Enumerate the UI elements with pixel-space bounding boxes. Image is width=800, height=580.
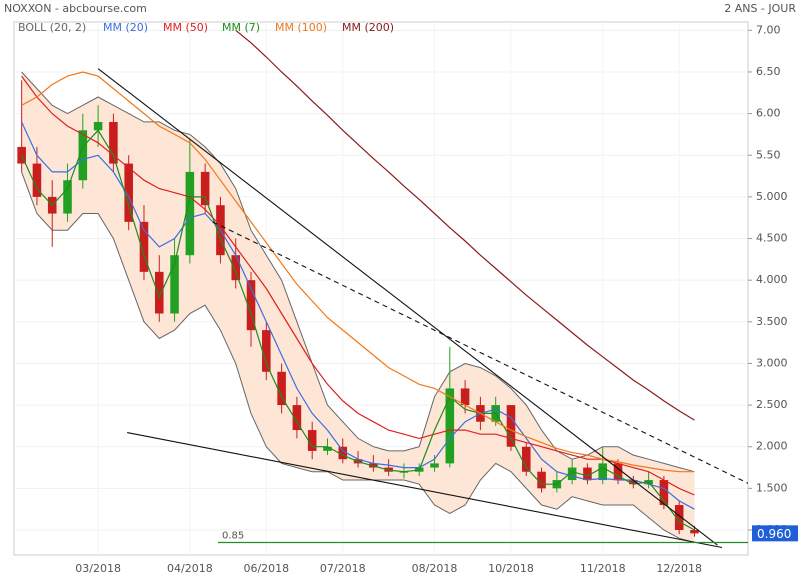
candle-body — [139, 221, 149, 272]
candle-body — [690, 530, 699, 534]
y-tick-label: 6.00 — [756, 107, 781, 120]
legend-entry: MM (50) — [163, 21, 208, 34]
y-tick-label: 2.500 — [756, 398, 788, 411]
candle-body — [17, 146, 26, 164]
moving-average — [21, 129, 695, 531]
candle-body — [231, 255, 241, 281]
candle-body — [109, 121, 118, 164]
candle-body — [200, 171, 210, 206]
x-tick-label: 12/2018 — [656, 562, 702, 575]
legend-entry: BOLL (20, 2) — [18, 21, 86, 34]
moving-average — [235, 29, 695, 421]
y-tick-label: 4.000 — [756, 273, 788, 286]
x-tick-label: 08/2018 — [412, 562, 458, 575]
candle-body — [63, 180, 72, 214]
moving-average — [21, 121, 695, 510]
candle-body — [430, 463, 439, 468]
candle-body — [277, 371, 286, 406]
y-tick-label: 4.500 — [756, 232, 788, 245]
y-tick-label: 5.50 — [756, 148, 781, 161]
candle-body — [170, 255, 179, 314]
y-tick-label: 5.000 — [756, 190, 788, 203]
candle-body — [246, 280, 256, 331]
candle-body — [506, 405, 516, 447]
candle-body — [307, 430, 317, 451]
candle-body — [292, 405, 302, 431]
candle-body — [629, 480, 638, 485]
legend-entry: MM (200) — [342, 21, 394, 34]
candle-body — [445, 388, 455, 464]
chart-subtitle: 2 ANS - JOUR — [724, 2, 796, 15]
bollinger-lower — [21, 171, 695, 543]
candle-body — [124, 163, 133, 222]
candle-body — [521, 446, 531, 472]
candle-body — [323, 446, 332, 451]
trendline — [97, 68, 718, 546]
candle-body — [154, 271, 164, 314]
chart-title: NOXXON - abcbourse.com — [4, 2, 147, 15]
y-tick-label: 1.500 — [756, 481, 788, 494]
x-tick-label: 10/2018 — [488, 562, 534, 575]
candle-body — [78, 130, 88, 181]
moving-average — [21, 75, 695, 496]
candle-body — [598, 463, 608, 481]
level-label: 0.85 — [222, 531, 244, 542]
candle-body — [338, 446, 348, 460]
candle-body — [583, 467, 592, 481]
candle-body — [32, 163, 42, 197]
y-tick-label: 2.000 — [756, 440, 788, 453]
legend-entry: MM (100) — [275, 21, 327, 34]
moving-average — [21, 71, 695, 473]
legend-entry: MM (7) — [222, 21, 260, 34]
candle-body — [567, 467, 577, 481]
bollinger-upper — [21, 71, 695, 473]
candle-body — [659, 480, 669, 506]
y-tick-label: 3.500 — [756, 315, 788, 328]
candle-body — [674, 505, 684, 531]
y-tick-label: 3.000 — [756, 356, 788, 369]
trendline — [127, 432, 723, 549]
x-tick-label: 06/2018 — [243, 562, 289, 575]
candle-body — [185, 171, 195, 256]
x-tick-label: 07/2018 — [320, 562, 366, 575]
x-tick-label: 03/2018 — [75, 562, 121, 575]
x-tick-label: 11/2018 — [580, 562, 626, 575]
y-tick-label: 6.50 — [756, 65, 781, 78]
candle-body — [613, 463, 623, 481]
candle-body — [262, 330, 271, 372]
x-tick-label: 04/2018 — [167, 562, 213, 575]
candle-body — [93, 121, 103, 131]
legend-entry: MM (20) — [103, 21, 148, 34]
candle-body — [537, 471, 546, 489]
last-price-label: 0.960 — [757, 527, 791, 541]
candle-body — [460, 388, 470, 406]
last-price-box — [752, 525, 798, 542]
plot-frame — [13, 21, 749, 556]
y-tick-label: 7.00 — [756, 23, 781, 36]
